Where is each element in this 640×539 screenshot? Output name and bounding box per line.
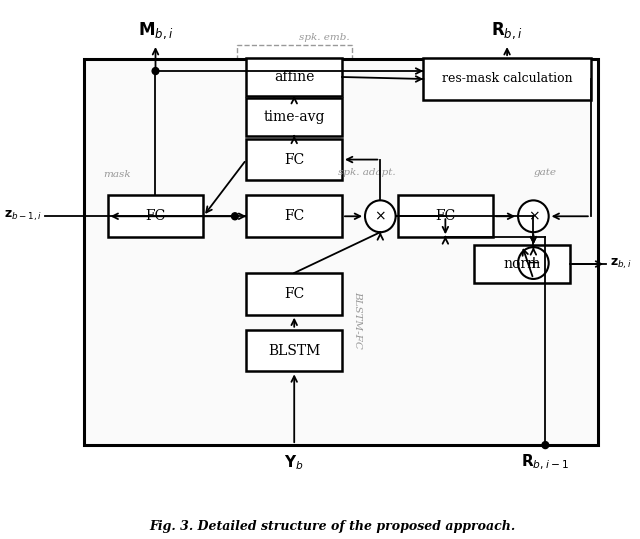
Text: res-mask calculation: res-mask calculation [442,72,572,86]
Text: $\times$: $\times$ [374,209,386,223]
Text: gate: gate [533,169,556,177]
Text: Fig. 3. Detailed structure of the proposed approach.: Fig. 3. Detailed structure of the propos… [149,520,516,533]
Text: mask: mask [103,170,131,179]
Text: time-avg: time-avg [264,110,325,124]
Text: FC: FC [284,287,305,301]
Bar [246,98,342,136]
Bar [237,181,397,268]
Bar [100,182,213,252]
Text: BLSTM: BLSTM [268,343,321,357]
Bar [84,59,598,445]
Bar [246,330,342,371]
Text: BLSTM-FC: BLSTM-FC [353,291,362,349]
Bar [424,58,591,100]
Bar [246,273,342,315]
Circle shape [518,201,548,232]
Text: $\mathbf{Y}_{b}$: $\mathbf{Y}_{b}$ [284,453,304,472]
Bar [108,195,204,237]
Text: $\mathbf{z}_{b-1,i}$: $\mathbf{z}_{b-1,i}$ [4,209,43,224]
Text: $\mathbf{z}_{b,i}$: $\mathbf{z}_{b,i}$ [610,257,632,271]
Bar [246,195,342,237]
Text: FC: FC [284,209,305,223]
Text: $+$: $+$ [526,254,540,272]
Bar [474,245,570,283]
Text: $\mathbf{R}_{b,i}$: $\mathbf{R}_{b,i}$ [492,20,523,41]
Bar [246,58,342,96]
Text: $\mathbf{M}_{b,i}$: $\mathbf{M}_{b,i}$ [138,20,173,41]
Circle shape [542,441,548,448]
Bar [237,45,351,232]
Text: FC: FC [284,153,305,167]
Text: $\times$: $\times$ [527,209,540,223]
Text: spk. adapt.: spk. adapt. [338,169,396,177]
Bar [237,258,351,382]
Circle shape [518,247,548,279]
Text: affine: affine [274,70,314,84]
Text: FC: FC [435,209,456,223]
Text: norm: norm [503,257,541,271]
Bar [388,181,558,282]
Bar [397,195,493,237]
Text: $\mathbf{R}_{b,i-1}$: $\mathbf{R}_{b,i-1}$ [522,453,570,472]
Text: spk. emb.: spk. emb. [299,33,349,42]
Circle shape [232,213,238,220]
Circle shape [152,67,159,74]
Circle shape [365,201,396,232]
Text: FC: FC [145,209,166,223]
Bar [246,139,342,181]
